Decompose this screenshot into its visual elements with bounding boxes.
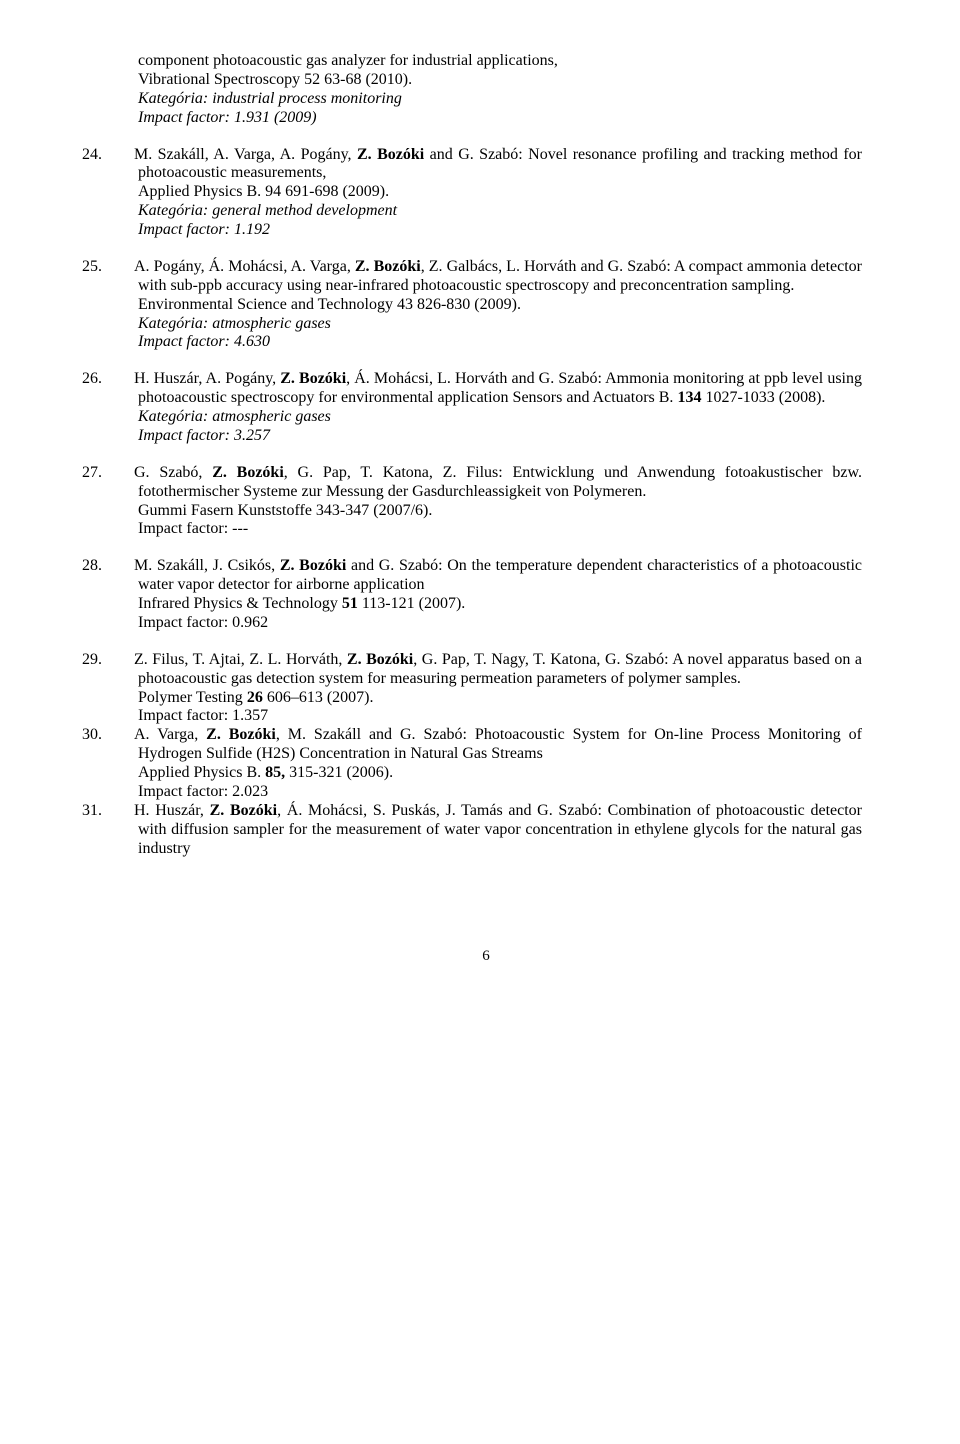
impact-factor: Impact factor: 4.630 [138,333,862,352]
reference-item: 29.Z. Filus, T. Ajtai, Z. L. Horváth, Z.… [110,651,862,727]
impact-factor: Impact factor: 1.357 [138,707,862,726]
category: Kategória: general method development [138,202,862,221]
reference-item: 25.A. Pogány, Á. Mohácsi, A. Varga, Z. B… [110,258,862,352]
publication: Infrared Physics & Technology 51 113-121… [138,595,862,614]
publication: Polymer Testing 26 606–613 (2007). [138,689,862,708]
category: Kategória: atmospheric gases [138,408,862,427]
reference-item: 28.M. Szakáll, J. Csikós, Z. Bozóki and … [110,557,862,633]
authors: M. Szakáll, A. Varga, A. Pogány, [134,146,357,163]
reference-item: 31.H. Huszár, Z. Bozóki, Á. Mohácsi, S. … [110,802,862,859]
impact-factor: Impact factor: 1.192 [138,221,862,240]
text: Vibrational Spectroscopy 52 63-68 (2010)… [138,71,412,88]
author-bold: Z. Bozóki [347,651,413,668]
author-bold: Z. Bozóki [280,370,346,387]
impact-factor: Impact factor: 2.023 [138,783,862,802]
author-bold: Z. Bozóki [357,146,424,163]
category: Kategória: atmospheric gases [138,315,862,334]
publication: Gummi Fasern Kunststoffe 343-347 (2007/6… [138,502,862,521]
publication: Applied Physics B. 94 691-698 (2009). [138,183,862,202]
reference-item: 27.G. Szabó, Z. Bozóki, G. Pap, T. Katon… [110,464,862,540]
ref-number: 25. [110,258,134,277]
reference-continuation: component photoacoustic gas analyzer for… [110,52,862,128]
authors: H. Huszár, A. Pogány, [134,370,280,387]
publication: 1027-1033 (2008). [701,389,825,406]
ref-number: 26. [110,370,134,389]
volume-bold: 85, [265,764,285,781]
impact-factor: Impact factor: 3.257 [138,427,862,446]
volume-bold: 134 [677,389,701,406]
impact-factor: Impact factor: 1.931 (2009) [138,109,317,126]
reference-item: 26.H. Huszár, A. Pogány, Z. Bozóki, Á. M… [110,370,862,446]
volume-bold: 51 [342,595,358,612]
author-bold: Z. Bozóki [355,258,421,275]
authors: G. Szabó, [134,464,212,481]
author-bold: Z. Bozóki [280,557,346,574]
page-number: 6 [110,948,862,966]
publication: Applied Physics B. 85, 315-321 (2006). [138,764,862,783]
reference-item: 24.M. Szakáll, A. Varga, A. Pogány, Z. B… [110,146,862,240]
author-bold: Z. Bozóki [206,726,276,743]
impact-factor: Impact factor: --- [138,520,862,539]
ref-number: 30. [110,726,134,745]
reference-item: 30.A. Varga, Z. Bozóki, M. Szakáll and G… [110,726,862,802]
ref-number: 27. [110,464,134,483]
authors: A. Varga, [134,726,206,743]
impact-factor: Impact factor: 0.962 [138,614,862,633]
authors: H. Huszár, [134,802,210,819]
publication: Environmental Science and Technology 43 … [138,296,862,315]
text: component photoacoustic gas analyzer for… [138,52,558,69]
ref-number: 24. [110,146,134,165]
category: Kategória: industrial process monitoring [138,90,402,107]
authors: M. Szakáll, J. Csikós, [134,557,280,574]
ref-number: 28. [110,557,134,576]
authors: Z. Filus, T. Ajtai, Z. L. Horváth, [134,651,347,668]
ref-number: 29. [110,651,134,670]
author-bold: Z. Bozóki [212,464,284,481]
volume-bold: 26 [247,689,263,706]
ref-number: 31. [110,802,134,821]
author-bold: Z. Bozóki [210,802,277,819]
authors: A. Pogány, Á. Mohácsi, A. Varga, [134,258,355,275]
